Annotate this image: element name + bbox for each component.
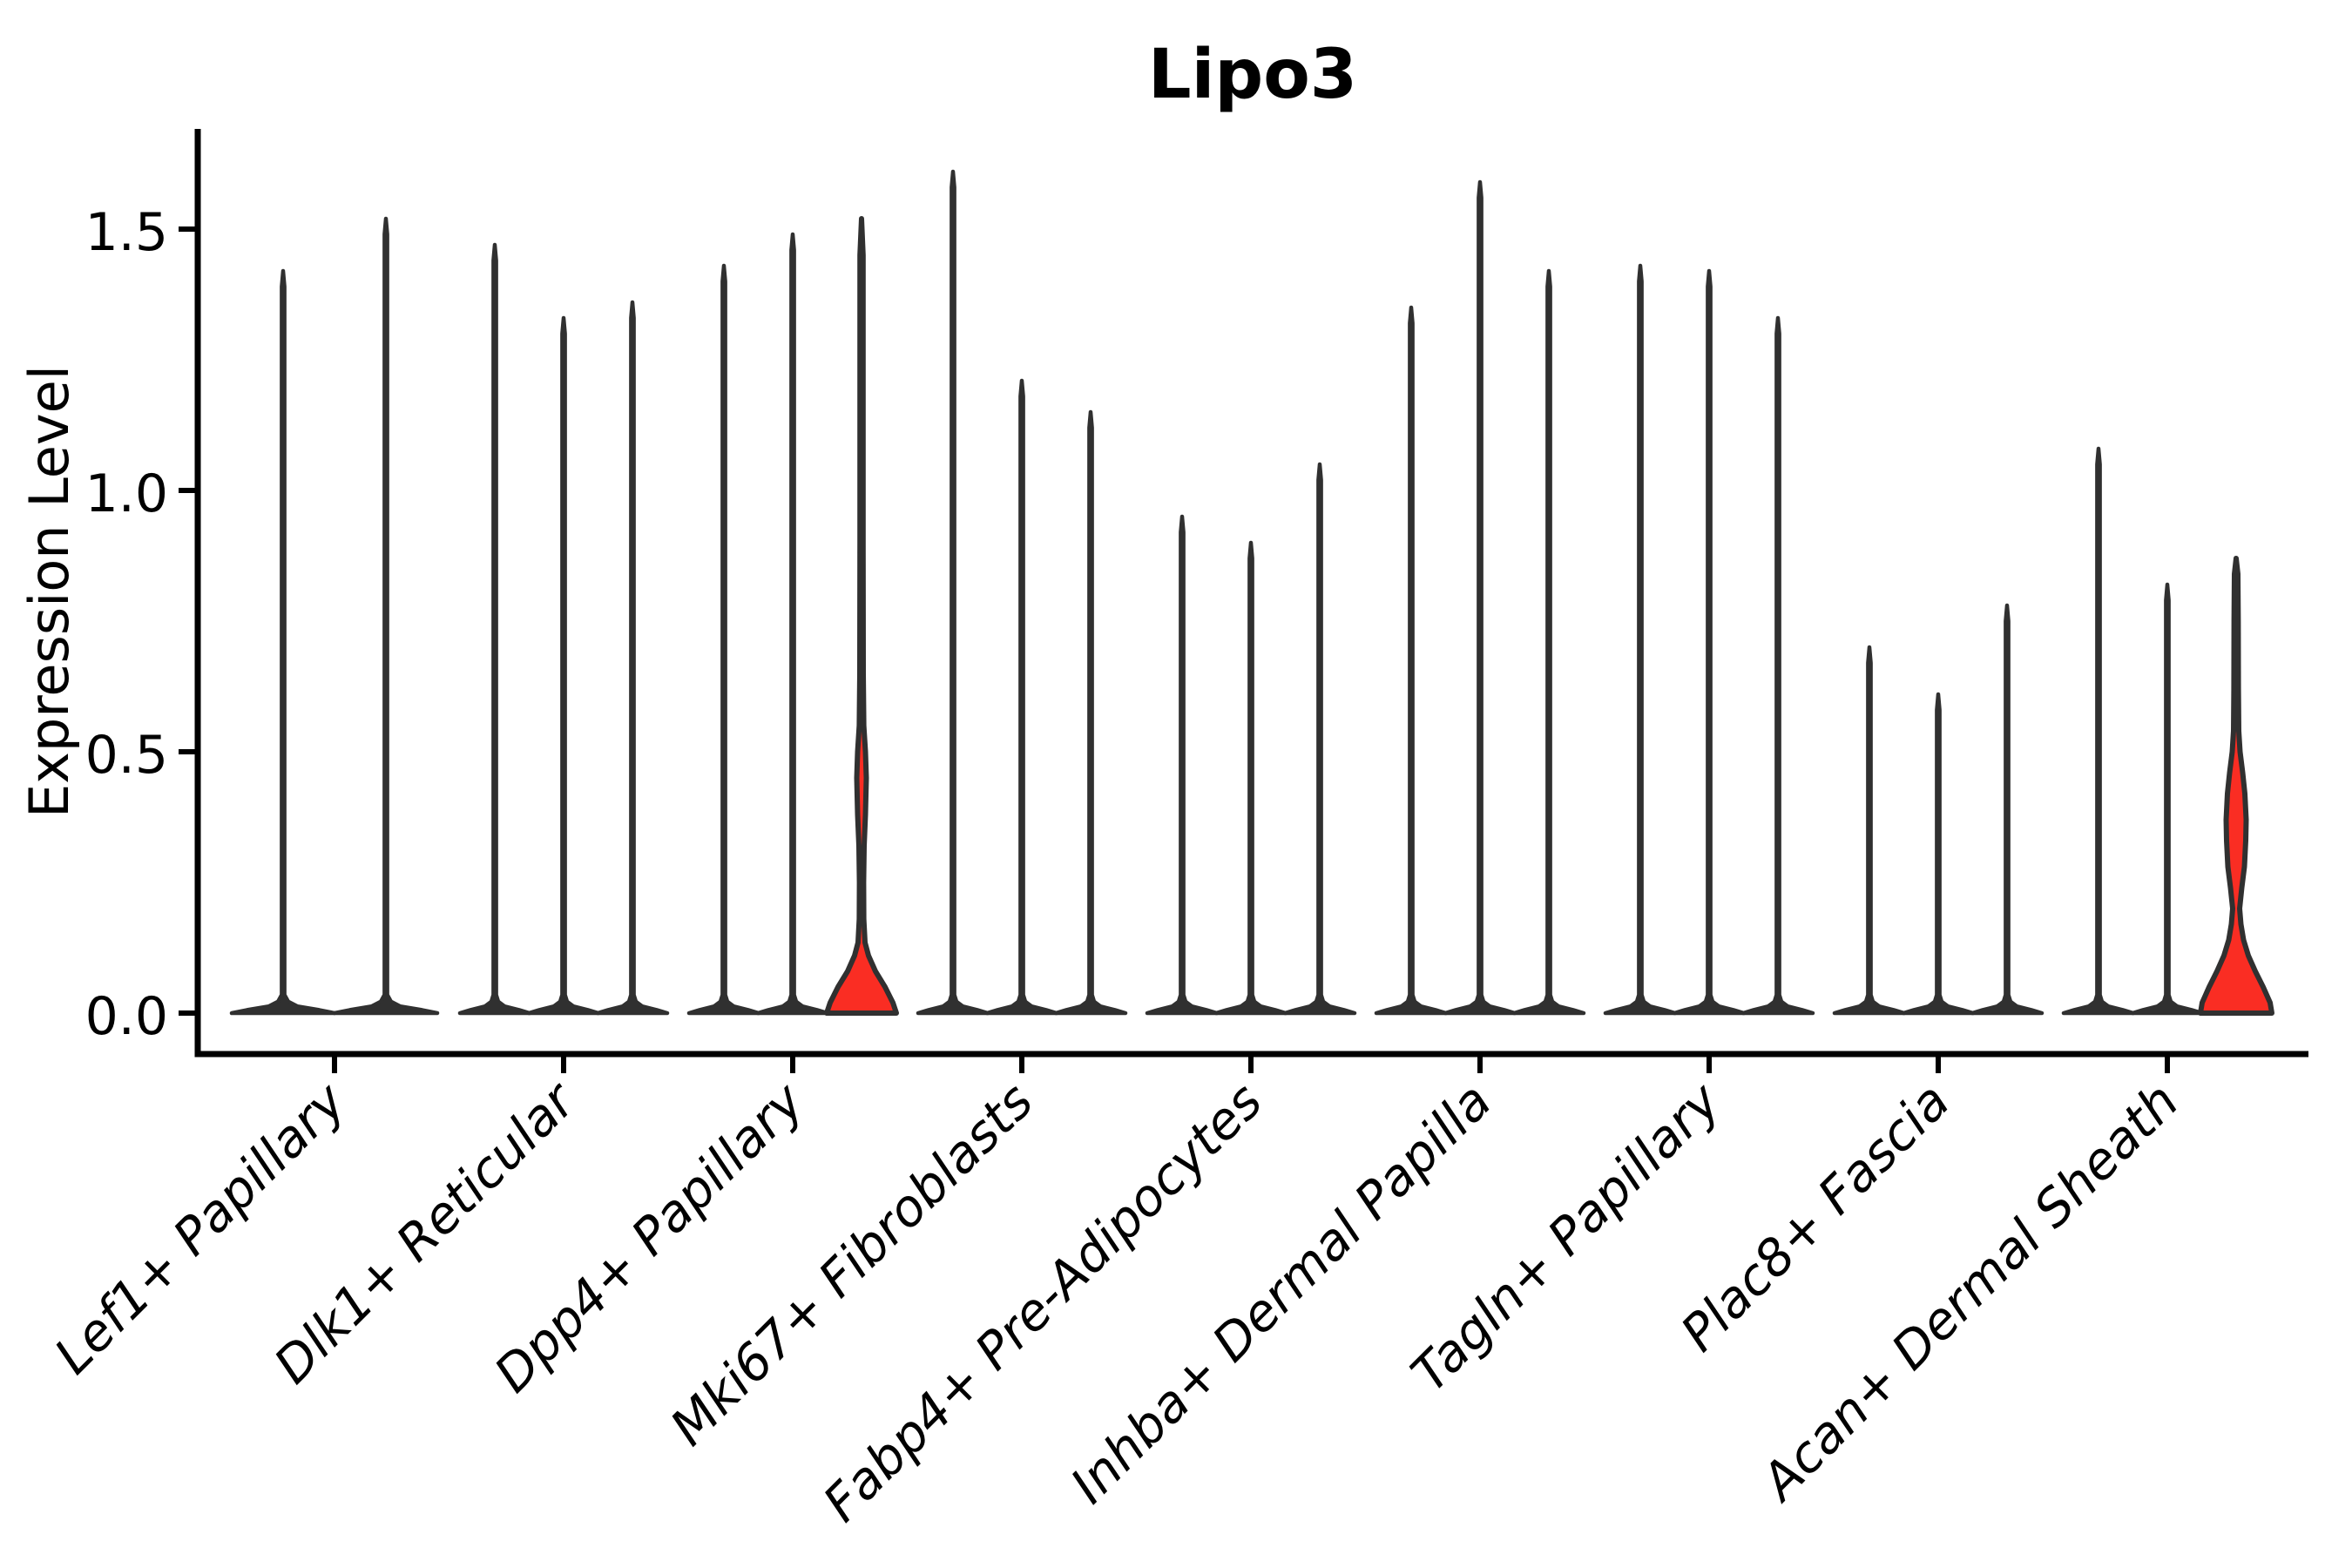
chart-title: Lipo3 <box>1148 36 1357 114</box>
violin-group-0 <box>229 216 440 1016</box>
violin-shape-highlighted <box>824 216 899 1016</box>
violins-layer <box>229 169 2274 1016</box>
y-tick-label: 0.0 <box>85 986 168 1047</box>
violin-shape <box>1740 315 1815 1016</box>
violin-shape <box>1443 179 1517 1016</box>
x-category-label: Acan+ Dermal Sheath <box>1747 1071 2190 1514</box>
violin-shape <box>1145 514 1220 1016</box>
y-tick-label: 1.0 <box>85 463 168 524</box>
y-tick-label: 1.5 <box>85 202 168 263</box>
y-tick-label: 0.5 <box>85 725 168 786</box>
violin-shape <box>2130 582 2205 1016</box>
violin-shape <box>1213 540 1288 1016</box>
violin-shape <box>755 232 830 1016</box>
violin-group-8 <box>2061 446 2274 1016</box>
violin-shape <box>526 315 601 1016</box>
y-ticks: 0.0 0.5 1.0 1.5 <box>85 202 198 1047</box>
violin-shape <box>595 300 670 1016</box>
violin-group-6 <box>1603 263 1815 1016</box>
violin-shape <box>686 263 761 1016</box>
violin-group-2 <box>686 216 899 1016</box>
x-category-label: Inhba+ Dermal Papilla <box>1059 1071 1503 1515</box>
violin-group-4 <box>1145 462 1357 1016</box>
violin-group-1 <box>457 242 670 1016</box>
violin-group-7 <box>1832 603 2044 1016</box>
violin-shape-highlighted <box>2198 556 2274 1016</box>
y-axis-label: Expression Level <box>17 365 81 818</box>
violin-shape <box>1603 263 1678 1016</box>
violin-shape <box>984 378 1059 1016</box>
violin-shape <box>1374 305 1449 1016</box>
violin-shape <box>229 268 337 1016</box>
violin-shape <box>2061 446 2136 1016</box>
violin-shape <box>1282 462 1357 1016</box>
violin-shape <box>1970 603 2044 1016</box>
violin-shape <box>332 216 440 1016</box>
violin-group-3 <box>916 169 1128 1016</box>
x-category-label: Fabp4+ Pre-Adipocytes <box>812 1071 1274 1533</box>
violin-group-5 <box>1374 179 1586 1016</box>
violin-shape <box>1832 645 1907 1016</box>
violin-shape <box>1511 268 1586 1016</box>
violin-shape <box>1672 268 1747 1016</box>
violin-shape <box>457 242 532 1016</box>
violin-shape <box>1053 409 1128 1016</box>
violin-shape <box>916 169 990 1016</box>
violin-shape <box>1901 692 1976 1016</box>
